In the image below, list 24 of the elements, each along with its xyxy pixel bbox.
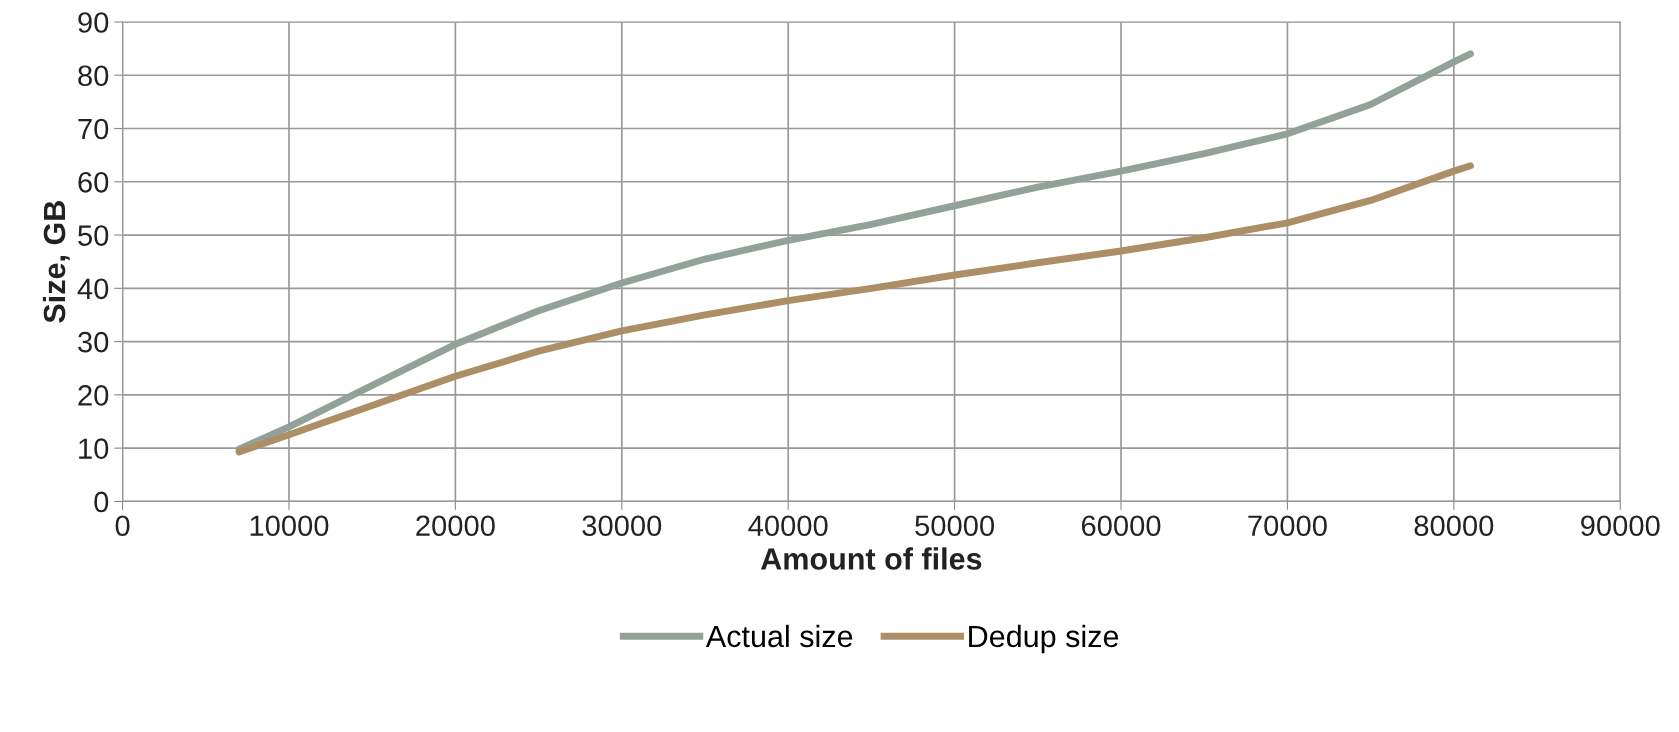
- x-tick-label: 60000: [1081, 515, 1161, 537]
- x-tick-label: 50000: [915, 515, 995, 537]
- y-tick-label: 90: [78, 12, 109, 33]
- x-tick-label: 0: [115, 515, 130, 537]
- x-tick-label: 30000: [582, 515, 662, 537]
- y-axis-title: Size, GB: [42, 201, 70, 323]
- y-tick-label: 10: [79, 438, 109, 459]
- x-tick-label: 10000: [250, 515, 329, 537]
- y-tick-label: 70: [78, 118, 109, 140]
- y-tick-label: 30: [78, 331, 109, 353]
- x-tick-label: 90000: [1581, 515, 1660, 537]
- y-tick-label: 40: [77, 278, 109, 300]
- x-tick-label: 80000: [1414, 515, 1494, 537]
- y-tick-label: 0: [94, 491, 109, 513]
- x-axis-title: Amount of files: [760, 547, 982, 570]
- y-tick-label: 50: [78, 225, 109, 246]
- y-tick-label: 60: [78, 171, 109, 193]
- x-tick-label: 20000: [416, 515, 495, 537]
- legend-label: Actual size: [705, 624, 853, 648]
- y-tick-label: 80: [78, 65, 109, 87]
- x-tick-label: 70000: [1248, 515, 1327, 537]
- y-tick-label: 20: [78, 385, 109, 406]
- x-tick-label: 40000: [748, 515, 828, 537]
- legend-label: Dedup size: [969, 624, 1119, 654]
